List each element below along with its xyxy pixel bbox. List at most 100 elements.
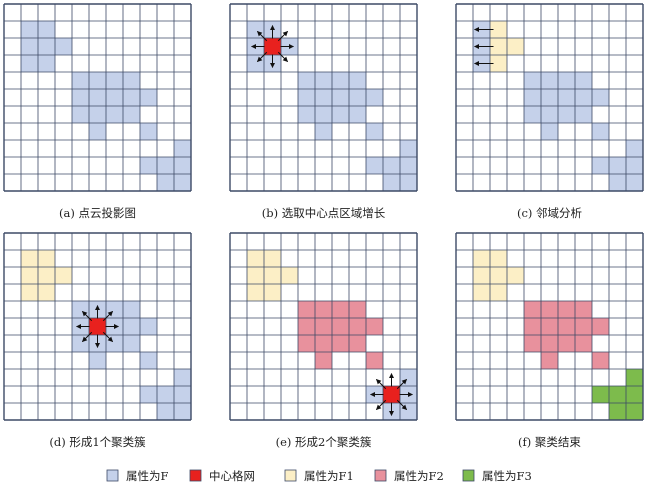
cell-f2	[541, 335, 558, 352]
cell-f	[592, 89, 609, 106]
cell-f	[400, 174, 417, 191]
cell-f	[140, 157, 157, 174]
legend-swatch	[462, 469, 475, 482]
cell-f	[575, 72, 592, 89]
cell-f	[400, 140, 417, 157]
panel-caption: (b) 选取中心点区域增长	[262, 206, 386, 220]
panel-caption: (f) 聚类结束	[518, 435, 581, 449]
legend-swatch	[374, 469, 387, 482]
legend-label: 属性为F	[126, 469, 168, 483]
panel-f: (f) 聚类结束	[455, 232, 644, 449]
cell-f	[383, 157, 400, 174]
cell-f	[174, 174, 191, 191]
cell-f1	[38, 267, 55, 284]
legend-label: 属性为F3	[482, 469, 532, 483]
cell-f2	[315, 301, 332, 318]
cell-f	[72, 106, 89, 123]
cell-f	[89, 89, 106, 106]
cell-f1	[473, 267, 490, 284]
cell-f	[157, 157, 174, 174]
cell-f2	[592, 318, 609, 335]
cell-f	[21, 38, 38, 55]
cell-f	[89, 352, 106, 369]
panel-caption: (a) 点云投影图	[59, 206, 136, 220]
cell-f1	[21, 250, 38, 267]
legend-item-center: 中心格网	[189, 469, 255, 483]
cell-f	[349, 89, 366, 106]
cell-f	[558, 89, 575, 106]
center-cell	[383, 386, 400, 403]
legend-label: 属性为F1	[304, 469, 354, 483]
cell-f2	[575, 301, 592, 318]
cell-f	[609, 157, 626, 174]
cell-f2	[541, 301, 558, 318]
cell-f2	[349, 335, 366, 352]
cell-f	[575, 106, 592, 123]
cell-f1	[507, 38, 524, 55]
cell-f	[558, 72, 575, 89]
cell-f2	[298, 301, 315, 318]
legend-item-f1: 属性为F1	[284, 469, 354, 483]
cell-f	[89, 106, 106, 123]
cell-f	[123, 318, 140, 335]
cell-f	[575, 89, 592, 106]
growth-arrows-icon	[370, 373, 413, 416]
cell-f1	[21, 267, 38, 284]
center-cell	[264, 38, 281, 55]
grid-lines	[455, 232, 644, 421]
panel-caption: (e) 形成2个聚类簇	[276, 435, 372, 449]
cell-f1	[55, 267, 72, 284]
cell-f3	[592, 386, 609, 403]
cell-f	[524, 106, 541, 123]
cell-f	[524, 72, 541, 89]
cell-f2	[558, 301, 575, 318]
cell-f	[140, 352, 157, 369]
legend-item-f2: 属性为F2	[374, 469, 444, 483]
cell-f1	[473, 250, 490, 267]
panel-d: (d) 形成1个聚类簇	[3, 232, 192, 449]
cell-f2	[366, 352, 383, 369]
growth-arrows-icon	[251, 25, 294, 68]
cell-f1	[490, 21, 507, 38]
cell-f	[21, 21, 38, 38]
cell-f1	[490, 55, 507, 72]
cell-f	[366, 89, 383, 106]
cell-f2	[315, 352, 332, 369]
cell-f3	[626, 369, 643, 386]
cell-f3	[626, 386, 643, 403]
cell-f2	[332, 335, 349, 352]
cell-f	[626, 157, 643, 174]
legend-label: 属性为F2	[394, 469, 444, 483]
grid-lines	[455, 3, 644, 192]
cell-f	[123, 89, 140, 106]
cell-f2	[349, 318, 366, 335]
legend-item-f3: 属性为F3	[462, 469, 532, 483]
cell-f	[140, 123, 157, 140]
cell-f2	[349, 301, 366, 318]
legend-label: 中心格网	[209, 469, 255, 483]
cell-f	[72, 72, 89, 89]
cell-f	[626, 140, 643, 157]
panels: (a) 点云投影图 (b) 选取中心点区域增长 (c) 邻域分析 (d) 形成1个聚类…	[3, 3, 644, 449]
cell-f	[298, 72, 315, 89]
cell-f	[174, 157, 191, 174]
cell-f1	[264, 267, 281, 284]
panel-e: (e) 形成2个聚类簇	[229, 232, 418, 449]
cell-f2	[575, 318, 592, 335]
cell-f1	[264, 250, 281, 267]
cell-f1	[247, 250, 264, 267]
cell-f	[524, 89, 541, 106]
cell-f	[609, 174, 626, 191]
grid-lines	[229, 232, 418, 421]
cell-f	[174, 369, 191, 386]
cell-f1	[507, 267, 524, 284]
cell-f1	[247, 284, 264, 301]
cell-f1	[490, 250, 507, 267]
cell-f	[38, 38, 55, 55]
cell-f2	[366, 318, 383, 335]
cell-f1	[490, 284, 507, 301]
cell-f	[626, 174, 643, 191]
cell-f	[157, 386, 174, 403]
cell-f	[298, 106, 315, 123]
cell-f2	[541, 318, 558, 335]
